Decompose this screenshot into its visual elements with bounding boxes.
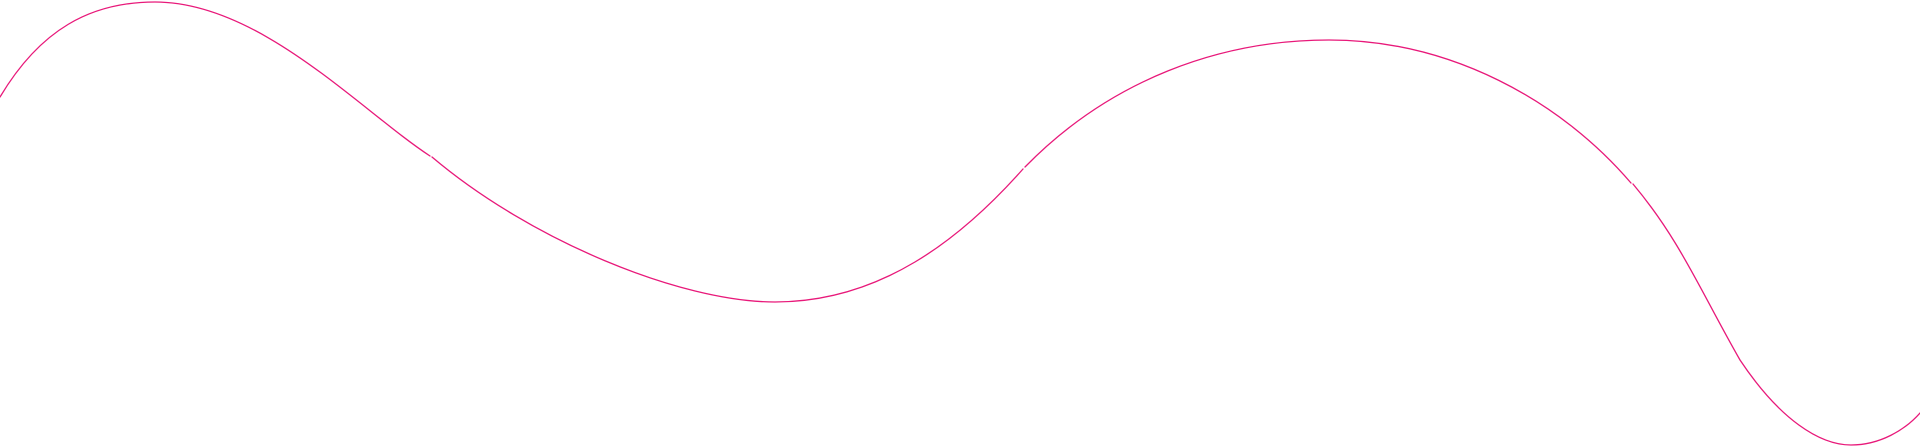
wave-segment-1 (0, 1, 431, 157)
wave-segment-2 (431, 156, 1024, 303)
wave-segment-3 (1024, 39, 1632, 184)
wave-segment-4 (1632, 183, 1920, 446)
